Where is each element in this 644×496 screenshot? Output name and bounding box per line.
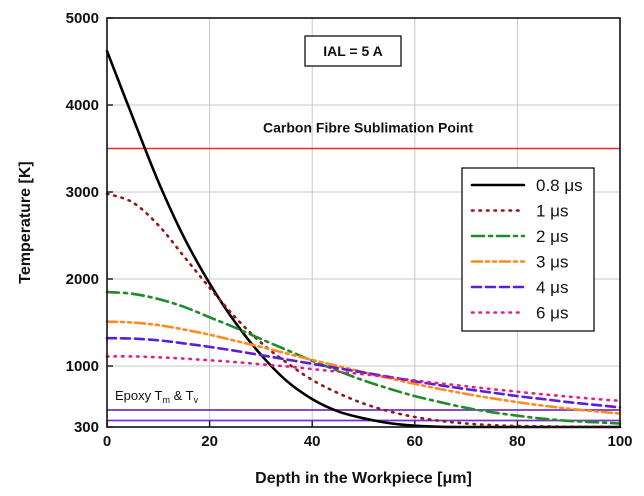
ial-annotation-box: IAL = 5 A (304, 35, 402, 67)
y-axis-title: Temperature [K] (17, 161, 34, 283)
x-tick-label: 40 (304, 433, 321, 450)
series-line-5 (105, 336, 622, 409)
legend-label-5: 4 μs (536, 278, 568, 297)
x-tick-label: 60 (406, 433, 423, 450)
series-line-6 (105, 355, 622, 403)
y-tick-label: 3000 (66, 184, 99, 201)
legend-label-3: 2 μs (536, 227, 568, 246)
grid (107, 18, 620, 427)
y-tick-label: 4000 (66, 97, 99, 114)
legend-label-1: 0.8 μs (536, 176, 583, 195)
y-tick-label: 300 (74, 419, 99, 436)
x-tick-label: 80 (509, 433, 526, 450)
ial-annotation-text: IAL = 5 A (323, 43, 383, 59)
sublimation-label: Carbon Fibre Sublimation Point (263, 120, 473, 136)
epoxy-label-sub-m: m (162, 395, 170, 405)
series-line-2 (105, 192, 622, 429)
x-tick-label: 0 (103, 433, 111, 450)
reference-lines (107, 147, 620, 422)
x-tick-label: 100 (607, 433, 632, 450)
legend-frame (461, 167, 595, 332)
x-axis-title-suffix: m] (452, 470, 472, 487)
x-axis-title: Depth in the Workpiece [μm] (255, 470, 472, 487)
legend: 0.8 μs 1 μs 2 μs 3 μs 4 μs 6 μs (461, 167, 595, 332)
y-tick-label: 2000 (66, 271, 99, 288)
x-tick-label: 20 (201, 433, 218, 450)
epoxy-label-amp: & T (170, 388, 194, 403)
y-tick-label: 1000 (66, 358, 99, 375)
epoxy-label-main: Epoxy T (115, 388, 163, 403)
epoxy-label: Epoxy Tm & Tv (115, 388, 199, 405)
series-line-3 (105, 290, 622, 425)
ial-annotation-frame (304, 35, 402, 67)
legend-label-4: 3 μs (536, 253, 568, 272)
x-axis-title-prefix: Depth in the Workpiece [ (255, 470, 443, 487)
x-axis-title-mu: μ (442, 470, 452, 487)
ticks: 0 20 40 60 80 100 300 1000 2000 3000 4000 5000 (66, 10, 633, 450)
legend-label-2: 1 μs (536, 202, 568, 221)
plot-frame (106, 17, 621, 428)
y-tick-label: 5000 (66, 10, 99, 27)
epoxy-label-sub-v: v (194, 395, 199, 405)
legend-label-6: 6 μs (536, 304, 568, 323)
